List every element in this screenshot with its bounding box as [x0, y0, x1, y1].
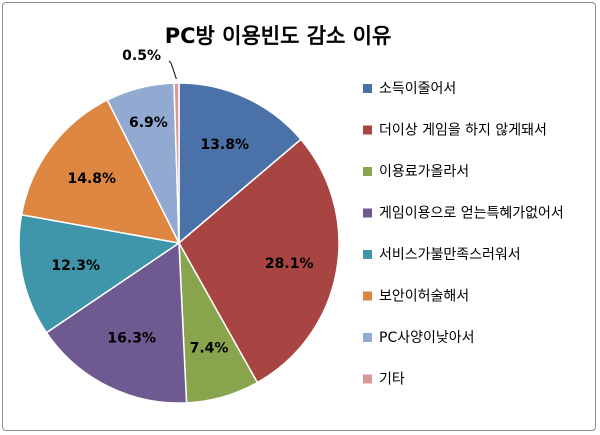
legend-label-slice-8: 기타	[379, 372, 405, 388]
data-label-slice-1: 13.8%	[200, 137, 249, 153]
legend-swatch-slice-3	[363, 167, 372, 176]
legend-swatch-slice-6	[363, 291, 372, 301]
data-label-slice-3: 7.4%	[190, 341, 229, 357]
pie-slice-1	[178, 82, 302, 245]
leader-line-slice-8	[168, 60, 177, 80]
legend-label-slice-3: 이용료가올라서	[379, 164, 469, 180]
pie-slice-5	[18, 213, 181, 334]
legend-swatch-slice-8	[363, 374, 372, 384]
data-label-slice-6: 14.8%	[68, 171, 117, 187]
data-label-slice-2: 28.1%	[265, 256, 314, 272]
chart-frame: PC방 이용빈도 감소 이유 13.8% 28.1% 7.4% 16.3% 12.3% 1…	[2, 2, 596, 431]
data-label-slice-8: 0.5%	[122, 48, 161, 64]
legend-label-slice-7: PC사양이낮아서	[379, 330, 475, 346]
chart-title: PC방 이용빈도 감소 이유	[165, 24, 392, 48]
legend-swatch-slice-1	[363, 84, 372, 93]
pie-chart: PC방 이용빈도 감소 이유 13.8%28.1%7.4%16.3%12.3%1…	[18, 24, 564, 404]
legend-swatch-slice-4	[363, 208, 372, 218]
data-label-slice-4: 16.3%	[107, 330, 156, 346]
pie-slice-6	[20, 98, 181, 245]
legend-label-slice-2: 더이상 게임을 하지 않게돼서	[379, 123, 547, 139]
legend-label-slice-5: 서비스가불만족스러워서	[379, 247, 521, 263]
legend-label-slice-1: 소득이줄어서	[379, 81, 456, 97]
pie-data-labels: 13.8% 28.1% 7.4% 16.3% 12.3% 14.8% 6.9% 0.5%	[51, 48, 313, 357]
pie-slice-8	[173, 82, 180, 244]
legend-swatch-slice-5	[363, 250, 372, 259]
legend-swatch-slice-7	[363, 333, 372, 342]
legend-swatch-slice-2	[363, 125, 372, 135]
pie-slice-2	[178, 138, 340, 384]
data-label-slice-7: 6.9%	[129, 115, 168, 131]
data-label-slice-5: 12.3%	[51, 258, 100, 274]
legend-label-slice-6: 보안이허술해서	[379, 289, 469, 305]
pie-slices	[18, 82, 340, 404]
pie-slice-4	[45, 241, 188, 404]
legend-label-slice-4: 게임이용으로 얻는특혜가없어서	[379, 206, 564, 222]
